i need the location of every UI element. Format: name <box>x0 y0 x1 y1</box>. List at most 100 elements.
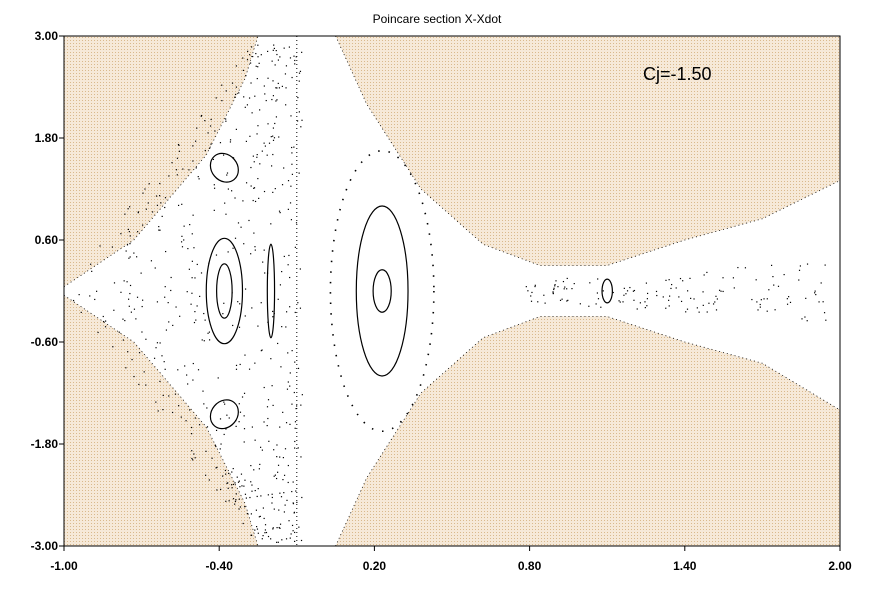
scatter-point <box>235 493 237 495</box>
scatter-point <box>625 293 627 295</box>
scatter-point <box>278 87 281 89</box>
scatter-point <box>234 93 237 96</box>
scatter-point <box>227 482 229 484</box>
scatter-point <box>97 331 99 334</box>
scatter-point <box>235 368 238 370</box>
scatter-point <box>192 214 194 216</box>
scatter-point <box>246 104 249 106</box>
scatter-point <box>211 457 213 459</box>
scatter-point <box>215 467 217 469</box>
scatter-point <box>208 339 211 341</box>
scatter-point <box>665 279 667 281</box>
scatter-point <box>278 526 280 529</box>
scatter-point <box>708 302 710 304</box>
scatter-point <box>180 416 182 418</box>
scatter-point <box>259 163 261 165</box>
x-tick-label: 0.20 <box>363 559 387 573</box>
scatter-point <box>555 280 557 282</box>
scatter-point <box>242 57 244 59</box>
zero-velocity-curve-lower-left <box>64 294 259 546</box>
x-tick-label: -1.00 <box>50 559 78 573</box>
scatter-point <box>133 308 136 310</box>
scatter-point <box>279 426 281 428</box>
scatter-point <box>175 306 177 308</box>
scatter-point <box>665 307 667 309</box>
scatter-point <box>722 290 724 293</box>
scatter-point <box>255 52 257 55</box>
scatter-point <box>153 357 156 359</box>
scatter-point <box>251 490 253 492</box>
scatter-point <box>200 114 203 117</box>
scatter-point <box>712 303 715 305</box>
scatter-point <box>733 287 735 289</box>
scatter-point <box>291 173 294 175</box>
scatter-point <box>777 285 780 287</box>
scatter-point <box>798 279 800 281</box>
y-tick-label: 3.00 <box>35 29 59 43</box>
scatter-point <box>295 222 298 224</box>
scatter-point <box>162 394 164 397</box>
cj-annotation: Cj=-1.50 <box>643 64 712 84</box>
scatter-point <box>244 106 246 108</box>
scatter-point <box>279 527 281 529</box>
scatter-point <box>553 288 555 291</box>
scatter-point <box>814 290 816 292</box>
scatter-point <box>162 409 164 411</box>
scatter-point <box>239 486 241 488</box>
scatter-point <box>296 501 298 504</box>
scatter-point <box>237 481 240 483</box>
scatter-point <box>281 184 284 186</box>
scatter-point <box>125 250 127 252</box>
scatter-point <box>144 188 146 190</box>
scatter-point <box>239 363 241 366</box>
scatter-point <box>168 321 170 323</box>
scatter-point <box>226 482 228 484</box>
scatter-point <box>290 219 293 221</box>
scatter-point <box>138 383 140 386</box>
scatter-point <box>256 133 258 135</box>
scatter-point <box>181 203 183 205</box>
scatter-point <box>287 352 289 354</box>
scatter-point <box>194 457 196 459</box>
scatter-point <box>295 490 297 492</box>
scatter-point <box>194 417 196 419</box>
scatter-point <box>126 244 129 246</box>
scatter-point <box>773 284 775 286</box>
scatter-point <box>678 296 680 298</box>
scatter-point <box>177 204 180 207</box>
scatter-point <box>120 291 122 293</box>
scatter-point <box>164 286 166 288</box>
scatter-point <box>251 307 253 309</box>
scatter-point <box>282 457 285 459</box>
scatter-point <box>823 312 826 314</box>
scatter-point <box>236 476 238 478</box>
x-tick-label: 0.80 <box>518 559 542 573</box>
scatter-point <box>806 263 809 265</box>
scatter-point <box>297 447 299 449</box>
scatter-point <box>241 485 243 487</box>
scatter-point <box>191 260 193 262</box>
scatter-point <box>297 367 300 370</box>
scatter-point <box>289 276 291 279</box>
scatter-point <box>774 309 776 311</box>
scatter-point <box>165 250 167 253</box>
scatter-point <box>123 280 125 282</box>
scatter-point <box>623 287 625 289</box>
scatter-point <box>255 65 257 67</box>
scatter-point <box>622 301 624 303</box>
scatter-point <box>254 246 256 248</box>
scatter-point <box>254 95 256 97</box>
scatter-point <box>566 288 568 290</box>
scatter-point <box>190 303 192 305</box>
scatter-point <box>553 287 555 289</box>
scatter-point <box>251 534 253 536</box>
scatter-point <box>294 361 296 363</box>
scatter-point <box>820 282 822 284</box>
scatter-point <box>289 306 291 308</box>
scatter-point <box>200 115 202 117</box>
scatter-point <box>226 174 228 176</box>
scatter-point <box>122 318 124 320</box>
scatter-point <box>276 541 278 543</box>
scatter-point <box>589 282 591 284</box>
scatter-point <box>258 62 260 64</box>
